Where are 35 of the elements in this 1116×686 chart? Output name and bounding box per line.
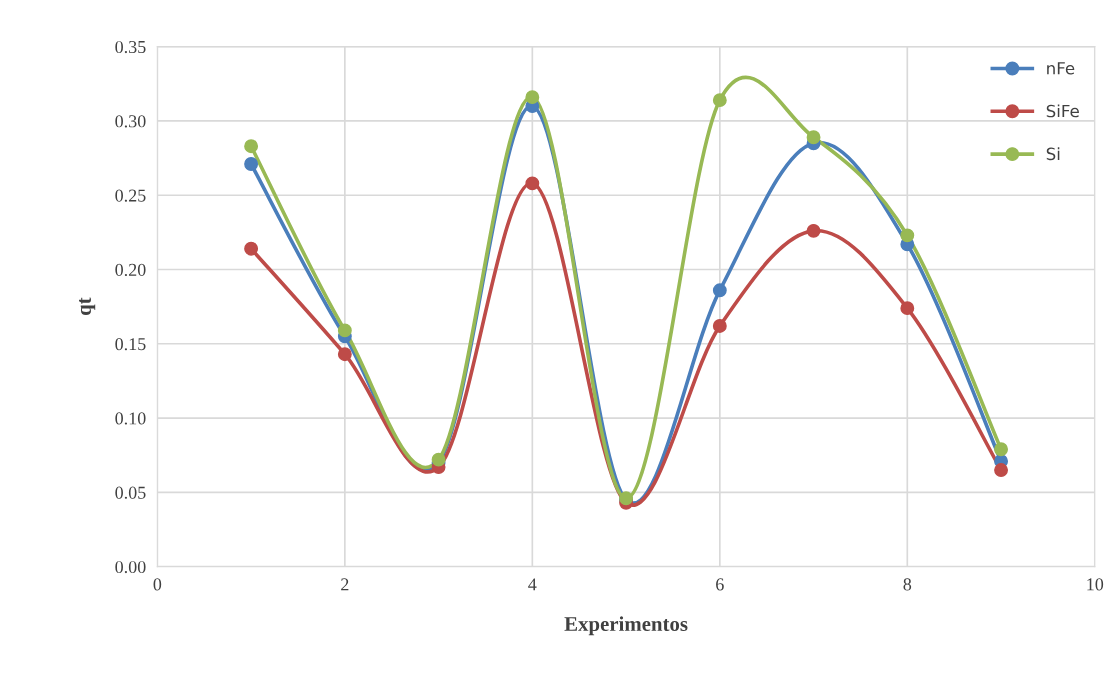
point (712, 319, 727, 333)
legend-label: SiFe (1046, 104, 1079, 118)
point (712, 283, 727, 298)
point (900, 228, 915, 243)
point (994, 463, 1008, 478)
legend-label: nFe (1047, 62, 1075, 75)
point (900, 301, 915, 316)
point (337, 347, 352, 362)
y-tick-label: 0.05 (115, 486, 146, 499)
y-axis-title: qt (79, 297, 96, 316)
point (525, 176, 540, 191)
x-tick-label: 6 (716, 578, 724, 591)
x-tick-label: 2 (341, 578, 349, 591)
point (994, 442, 1008, 457)
y-tick-label: 0.25 (115, 189, 146, 202)
legend-label: Si (1046, 147, 1060, 161)
point (806, 130, 821, 145)
point (525, 90, 540, 105)
x-tick-label: 0 (153, 578, 162, 591)
point (806, 223, 821, 238)
x-tick-label: 10 (1087, 578, 1104, 591)
point (244, 157, 259, 171)
point (337, 323, 352, 338)
point (244, 139, 259, 154)
y-tick-label: 0.00 (115, 560, 146, 574)
x-tick-label: 8 (903, 578, 912, 591)
y-tick-label: 0.20 (115, 263, 146, 277)
y-tick-label: 0.35 (115, 40, 146, 54)
y-tick-label: 0.30 (115, 115, 146, 128)
point (244, 241, 259, 256)
y-tick-label: 0.15 (115, 338, 146, 351)
point (712, 93, 727, 108)
x-axis-title: Experimentos (564, 616, 688, 636)
x-tick-label: 4 (528, 578, 537, 591)
y-tick-label: 0.10 (115, 412, 146, 425)
